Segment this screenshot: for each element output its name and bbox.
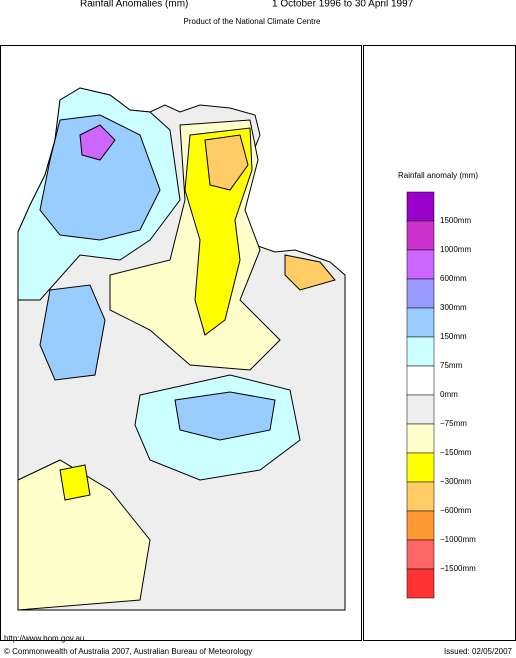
region-drier-2 — [59, 464, 91, 501]
legend-swatch — [406, 568, 435, 599]
legend-swatch — [406, 452, 435, 483]
legend-label: 150mm — [440, 332, 467, 341]
legend-label: −150mm — [440, 448, 472, 457]
legend-label: 600mm — [440, 274, 467, 283]
legend: 1500mm 1000mm 600mm 300mm 150mm 75mm 0mm −75mm −… — [406, 191, 476, 599]
footer-url: http://www.bom.gov.au — [4, 634, 84, 643]
region-wet-2 — [39, 284, 106, 381]
legend-swatch — [406, 220, 435, 251]
legend-swatch — [406, 336, 435, 367]
legend-swatch — [406, 249, 435, 280]
legend-swatch — [406, 423, 435, 454]
legend-label: −75mm — [440, 419, 467, 428]
region-wet-4 — [174, 391, 276, 441]
legend-label: 1000mm — [440, 245, 471, 254]
legend-label: 75mm — [440, 361, 463, 370]
legend-swatch — [406, 191, 435, 222]
legend-label: 1500mm — [440, 216, 471, 225]
legend-swatch — [406, 307, 435, 338]
legend-swatch — [406, 481, 435, 512]
region-driest — [204, 134, 249, 191]
legend-swatch — [406, 510, 435, 541]
region-very-wet — [79, 124, 116, 161]
region-dry-2 — [17, 459, 151, 611]
legend-label: −1000mm — [440, 535, 476, 544]
footer-issued: Issued: 02/05/2007 — [444, 647, 513, 656]
period: 1 October 1996 to 30 April 1997 — [272, 0, 414, 10]
legend-swatch — [406, 365, 435, 396]
legend-label: −600mm — [440, 506, 472, 515]
map — [17, 87, 346, 611]
region-wet — [39, 114, 161, 241]
title: Rainfall Anomalies (mm) — [80, 0, 188, 10]
subtitle: Product of the National Climate Centre — [184, 17, 322, 26]
footer-copyright: © Commonwealth of Australia 2007, Austra… — [4, 647, 252, 656]
legend-title: Rainfall anomaly (mm) — [398, 171, 478, 180]
legend-swatch — [406, 394, 435, 425]
legend-label: −1500mm — [440, 564, 476, 573]
legend-label: 0mm — [440, 390, 458, 399]
legend-label: 300mm — [440, 303, 467, 312]
region-east-dry — [284, 254, 336, 291]
legend-swatch — [406, 539, 435, 570]
legend-swatch — [406, 278, 435, 309]
legend-frame — [363, 45, 516, 641]
legend-label: −300mm — [440, 477, 472, 486]
